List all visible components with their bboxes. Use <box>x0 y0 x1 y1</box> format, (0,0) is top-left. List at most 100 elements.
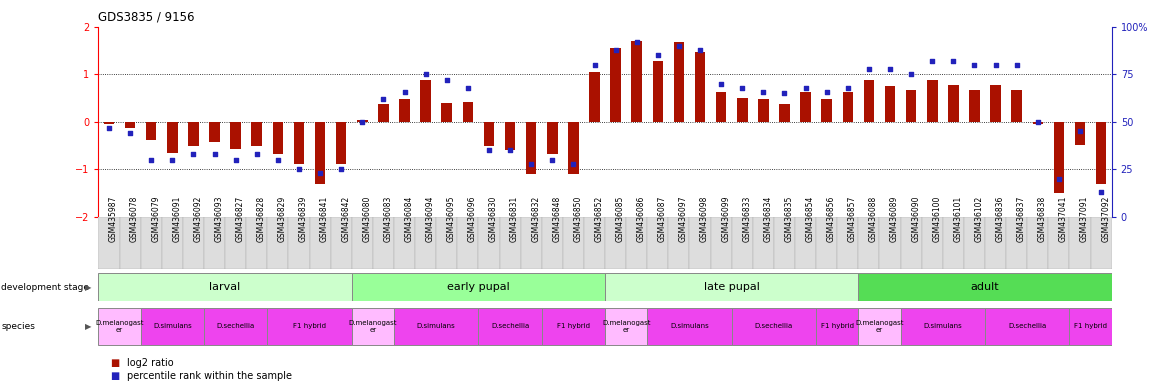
Text: GSM436087: GSM436087 <box>658 195 667 242</box>
Text: D.melanogast
er: D.melanogast er <box>95 320 144 333</box>
Point <box>628 39 646 45</box>
Bar <box>1075 122 1085 145</box>
Point <box>669 43 688 49</box>
Point <box>310 170 329 176</box>
Bar <box>689 217 711 269</box>
Bar <box>352 308 394 345</box>
Bar <box>647 217 668 269</box>
Bar <box>716 93 726 122</box>
Bar <box>631 41 642 122</box>
Bar <box>990 85 1001 122</box>
Text: species: species <box>1 322 35 331</box>
Bar <box>1027 217 1048 269</box>
Text: GSM436827: GSM436827 <box>235 195 244 242</box>
Bar <box>800 93 811 122</box>
Text: GSM436091: GSM436091 <box>173 195 182 242</box>
Bar <box>922 217 943 269</box>
Point <box>269 157 287 163</box>
Bar <box>225 217 247 269</box>
Text: GSM436857: GSM436857 <box>848 195 857 242</box>
Point <box>944 58 962 64</box>
Bar <box>331 217 352 269</box>
Text: GSM436086: GSM436086 <box>637 195 646 242</box>
Bar <box>478 308 542 345</box>
Point <box>248 151 266 157</box>
Bar <box>906 89 916 122</box>
Point <box>966 62 984 68</box>
Text: GSM436079: GSM436079 <box>152 195 160 242</box>
Point <box>838 84 857 91</box>
Text: D.simulans: D.simulans <box>923 323 962 329</box>
Bar <box>437 217 457 269</box>
Text: GSM436829: GSM436829 <box>278 195 287 242</box>
Point <box>438 77 456 83</box>
Text: GSM436098: GSM436098 <box>701 195 709 242</box>
Bar <box>1011 89 1023 122</box>
Point <box>522 161 541 167</box>
Text: GSM437092: GSM437092 <box>1101 195 1111 242</box>
Text: GSM436828: GSM436828 <box>257 195 265 242</box>
Bar <box>606 273 858 301</box>
Bar <box>484 122 494 146</box>
Bar <box>753 217 774 269</box>
Text: GSM436842: GSM436842 <box>342 195 350 242</box>
Text: GSM436090: GSM436090 <box>911 195 921 242</box>
Bar <box>267 308 352 345</box>
Point <box>797 84 815 91</box>
Text: ■: ■ <box>110 358 119 368</box>
Point <box>585 62 603 68</box>
Text: GSM436095: GSM436095 <box>447 195 456 242</box>
Point <box>142 157 161 163</box>
Point <box>881 66 900 72</box>
Point <box>332 166 351 172</box>
Text: percentile rank within the sample: percentile rank within the sample <box>127 371 292 381</box>
Text: D.sechellia: D.sechellia <box>1009 323 1047 329</box>
Point <box>1092 189 1111 195</box>
Bar <box>499 217 521 269</box>
Text: D.simulans: D.simulans <box>670 323 709 329</box>
Bar <box>901 217 922 269</box>
Bar <box>963 217 985 269</box>
Bar <box>626 217 647 269</box>
Point <box>374 96 393 102</box>
Bar <box>943 217 963 269</box>
Bar <box>462 102 474 122</box>
Bar <box>926 80 938 122</box>
Bar <box>816 308 858 345</box>
Text: GDS3835 / 9156: GDS3835 / 9156 <box>98 10 195 23</box>
Bar <box>247 217 267 269</box>
Bar <box>521 217 542 269</box>
Point <box>290 166 308 172</box>
Bar <box>125 122 135 127</box>
Bar <box>140 308 204 345</box>
Bar <box>736 98 748 122</box>
Point <box>120 130 139 136</box>
Point <box>818 88 836 94</box>
Bar <box>864 80 874 122</box>
Bar <box>1070 308 1112 345</box>
Bar <box>758 99 769 122</box>
Bar <box>985 308 1070 345</box>
Bar <box>98 308 140 345</box>
Text: GSM436078: GSM436078 <box>130 195 139 242</box>
Bar <box>816 217 837 269</box>
Text: adult: adult <box>970 282 999 292</box>
Text: F1 hybrid: F1 hybrid <box>557 323 589 329</box>
Point <box>459 84 477 91</box>
Point <box>500 147 519 154</box>
Bar <box>204 308 267 345</box>
Text: D.melanogast
er: D.melanogast er <box>349 320 397 333</box>
Bar <box>119 217 140 269</box>
Bar <box>647 308 732 345</box>
Text: GSM436083: GSM436083 <box>383 195 393 242</box>
Point <box>417 71 435 78</box>
Text: GSM436836: GSM436836 <box>996 195 1005 242</box>
Text: ■: ■ <box>110 371 119 381</box>
Point <box>226 157 244 163</box>
Bar <box>204 217 225 269</box>
Bar <box>837 217 858 269</box>
Bar <box>542 217 563 269</box>
Bar <box>542 308 606 345</box>
Text: GSM436097: GSM436097 <box>679 195 688 242</box>
Bar <box>230 122 241 149</box>
